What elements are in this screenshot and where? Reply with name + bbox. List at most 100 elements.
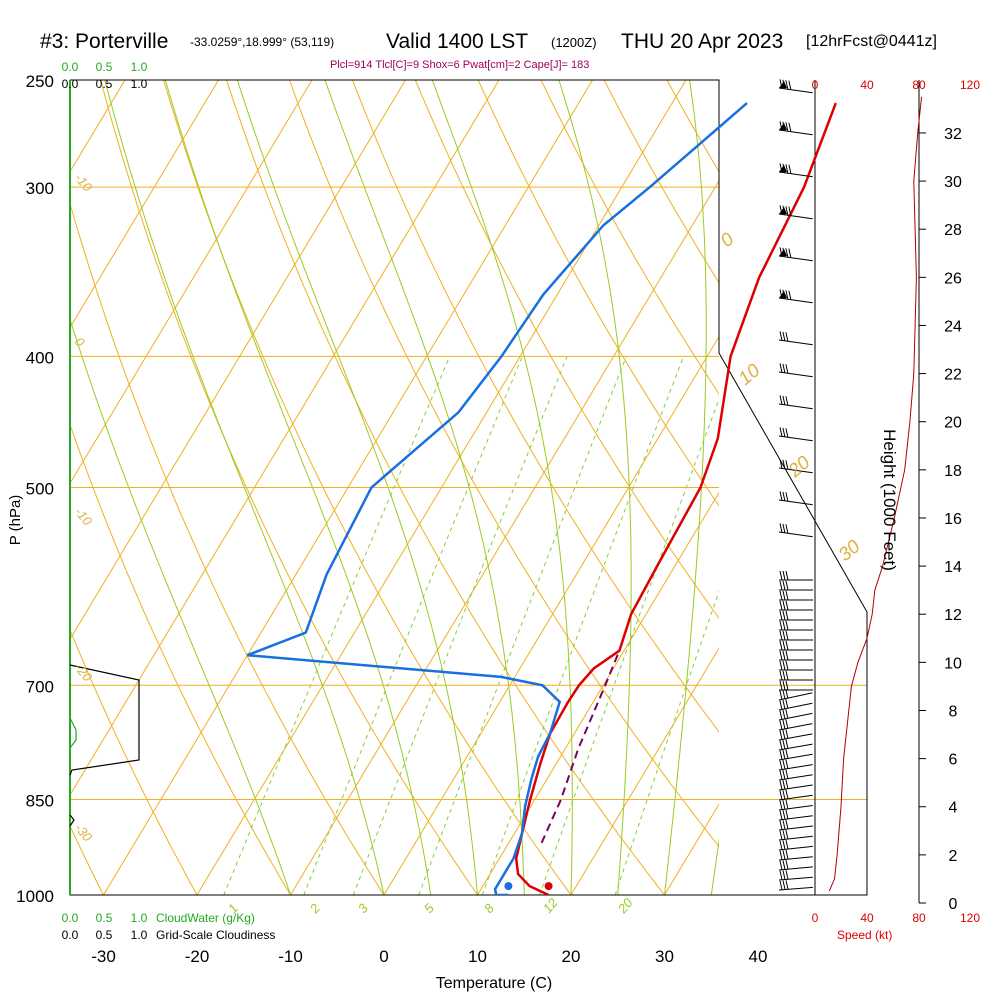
isotherm-line — [103, 80, 593, 895]
wind-barb — [778, 121, 813, 136]
wind-barb — [778, 779, 813, 791]
isotherm-line — [758, 80, 1000, 895]
cloudiness-profile-low — [69, 814, 75, 827]
dry-adiabat-line — [70, 201, 385, 895]
wind-barb — [779, 680, 813, 691]
dry-adiabat-label: 10 — [735, 360, 765, 390]
cloudiness-tick-bottom: 0.5 — [96, 928, 113, 942]
wind-barb — [778, 769, 813, 781]
x-axis-label: Temperature (C) — [436, 975, 552, 992]
wind-barb — [778, 427, 813, 442]
dry-adiabat-line — [540, 80, 719, 395]
wind-barb — [778, 829, 813, 841]
wind-barb — [778, 688, 813, 701]
wind-barb — [779, 670, 813, 681]
dry-adiabat-line — [477, 80, 719, 507]
cloudwater-tick-bottom: 0.5 — [96, 911, 113, 925]
station-title: #3: Porterville — [40, 30, 169, 53]
wind-barb — [778, 809, 813, 821]
dry-adiabat-line — [163, 80, 572, 895]
isotherm-label: -10 — [72, 170, 96, 195]
height-tick-label: 10 — [944, 655, 962, 672]
temperature-tick-label: -10 — [278, 947, 303, 966]
isotherm-line — [70, 80, 500, 796]
wind-barb — [778, 870, 813, 881]
height-tick-label: 20 — [944, 415, 962, 432]
wind-barb — [778, 849, 813, 861]
wind-barb — [778, 699, 813, 711]
station-coords: -33.0259°,18.999° (53,119) — [190, 35, 335, 49]
cloudiness-label: Grid-Scale Cloudiness — [156, 928, 275, 942]
pressure-tick-label: 700 — [26, 677, 54, 696]
parcel-profile — [540, 650, 621, 844]
mixing-ratio-line — [539, 398, 719, 895]
surface-dewpoint-marker — [504, 882, 513, 891]
mixing-ratio-label: 8 — [481, 900, 498, 916]
wind-barb — [778, 749, 813, 761]
speed-tick-top: 80 — [912, 78, 926, 92]
speed-tick-bottom: 40 — [860, 911, 874, 925]
height-tick-label: 28 — [944, 222, 962, 239]
temperature-tick-label: 40 — [749, 947, 768, 966]
cloudwater-tick-top: 1.0 — [131, 60, 148, 74]
mixing-ratio-line — [352, 356, 568, 895]
height-tick-label: 8 — [949, 704, 958, 721]
wind-barb — [778, 839, 813, 851]
mixing-ratio-label: 3 — [355, 900, 372, 916]
pressure-tick-label: 1000 — [16, 887, 54, 906]
moist-adiabat-line — [431, 80, 573, 895]
cloudiness-tick-top: 0.0 — [62, 77, 79, 91]
wind-barb — [779, 620, 813, 631]
height-tick-label: 14 — [944, 559, 962, 576]
speed-tick-bottom: 80 — [912, 911, 926, 925]
dry-adiabat-line — [730, 80, 1000, 895]
pressure-tick-label: 300 — [26, 179, 54, 198]
wind-barb — [778, 860, 813, 871]
wind-barb — [779, 650, 813, 661]
isotherm-line — [70, 80, 313, 485]
mixing-ratio-label: 5 — [421, 900, 438, 916]
temperature-tick-label: 0 — [379, 947, 388, 966]
wind-speed-profile — [828, 96, 923, 892]
mixing-ratio-label: 20 — [614, 895, 636, 917]
moist-adiabat-line — [104, 80, 385, 895]
wind-barb — [778, 729, 813, 741]
isotherm-label: -30 — [72, 820, 96, 845]
dry-adiabat-line — [919, 80, 1000, 895]
speed-label: Speed (kt) — [837, 928, 892, 942]
dry-adiabat-line — [226, 80, 665, 895]
wind-barb — [778, 759, 813, 771]
pressure-tick-label: 850 — [26, 792, 54, 811]
wind-barb — [778, 719, 813, 731]
height-tick-label: 12 — [944, 607, 962, 624]
temperature-tick-label: 30 — [655, 947, 674, 966]
height-tick-label: 2 — [949, 848, 958, 865]
valid-time: Valid 1400 LST — [386, 30, 529, 53]
wind-barb — [778, 789, 813, 801]
speed-tick-top: 120 — [960, 78, 980, 92]
temperature-tick-label: -20 — [185, 947, 210, 966]
isotherm-line — [196, 80, 687, 895]
speed-tick-bottom: 120 — [960, 911, 980, 925]
moist-adiabat-line — [236, 80, 478, 895]
moist-adiabat-line — [324, 80, 525, 895]
speed-tick-top: 0 — [812, 78, 819, 92]
wind-barb — [778, 880, 813, 891]
wind-barb — [778, 395, 813, 410]
isotherm-line — [383, 335, 719, 895]
isotherm-line — [70, 80, 219, 329]
wind-barb — [779, 590, 813, 601]
wind-barb — [779, 580, 813, 591]
height-axis-label: Height (1000 Feet) — [880, 429, 899, 571]
isotherm-line — [570, 647, 719, 895]
wind-barb — [778, 247, 813, 262]
isotherm-line — [70, 80, 406, 641]
wind-barb — [778, 331, 813, 346]
pressure-tick-label: 250 — [26, 72, 54, 91]
height-tick-label: 24 — [944, 319, 962, 336]
cloudiness-tick-top: 1.0 — [131, 77, 148, 91]
y-axis-label: P (hPa) — [7, 495, 24, 546]
dry-adiabat-label: 0 — [717, 229, 739, 252]
mixing-ratio-label: 2 — [306, 900, 323, 917]
